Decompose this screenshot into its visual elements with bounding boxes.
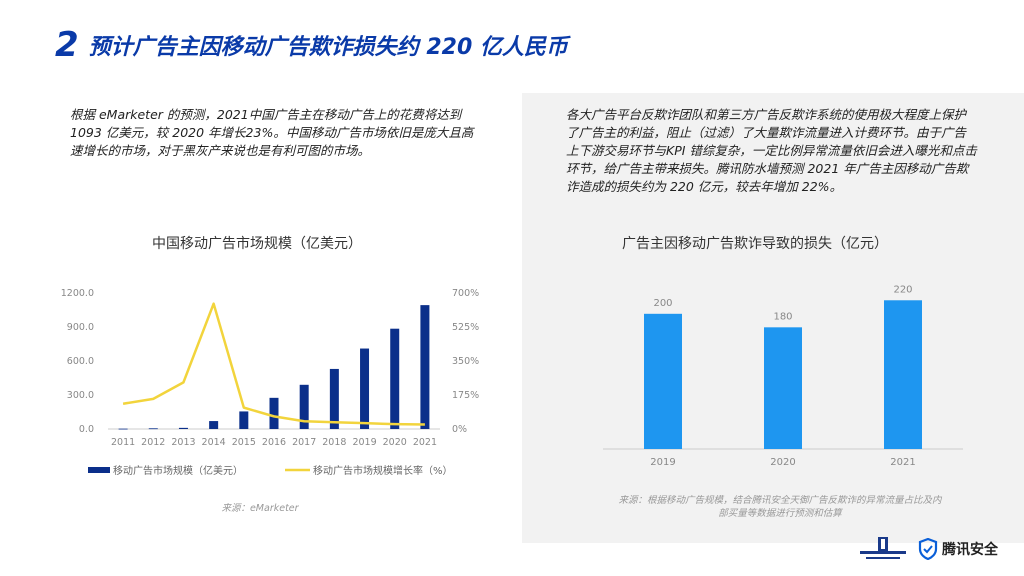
left-x-tick-label: 2018 — [322, 437, 346, 448]
market-size-bar — [209, 421, 219, 429]
fraud-loss-bar — [644, 313, 682, 449]
right-y-tick-label: 700% — [452, 288, 479, 299]
right-x-tick-label: 2021 — [890, 457, 915, 468]
fraud-loss-data-label: 220 — [893, 284, 912, 295]
left-paragraph: 根据 eMarketer 的预测，2021中国广告主在移动广告上的花费将达到 1… — [70, 107, 474, 158]
right-chart-title: 广告主因移动广告欺诈导致的损失（亿元） — [622, 236, 888, 252]
right-panel-background — [522, 93, 1024, 543]
market-size-bar — [360, 348, 370, 429]
legend-label-bar: 移动广告市场规模（亿美元） — [113, 464, 243, 477]
right-source-line-2: 部买量等数据进行预测和估算 — [718, 508, 842, 519]
left-x-tick-label: 2021 — [413, 437, 437, 448]
right-x-tick-label: 2020 — [770, 457, 795, 468]
right-source-note: 来源：根据移动广告规模，结合腾讯安全天御广告反欺诈的异常流量占比及内 部买量等数… — [580, 494, 980, 520]
section-title: 预计广告主因移动广告欺诈损失约 220 亿人民币 — [88, 35, 568, 60]
left-y-tick-label: 600.0 — [67, 356, 94, 367]
left-y-tick-label: 0.0 — [79, 424, 94, 435]
fraud-loss-bar — [764, 327, 802, 449]
market-size-bar — [148, 428, 158, 430]
left-x-tick-label: 2015 — [232, 437, 256, 448]
fraud-loss-data-label: 200 — [653, 298, 672, 309]
page-title: 2 预计广告主因移动广告欺诈损失约 220 亿人民币 — [55, 28, 568, 62]
waterproof-wall-logo — [858, 536, 908, 562]
left-y-tick-label: 300.0 — [67, 390, 94, 401]
fraud-loss-data-label: 180 — [773, 311, 792, 322]
growth-rate-line — [122, 302, 425, 426]
left-y-tick-label: 1200.0 — [61, 288, 94, 299]
legend-label-line: 移动广告市场规模增长率（%） — [313, 464, 453, 477]
brand-block: 腾讯安全 — [918, 538, 998, 560]
left-x-tick-label: 2017 — [292, 437, 316, 448]
right-y-tick-label: 175% — [452, 390, 479, 401]
left-x-tick-label: 2013 — [171, 437, 195, 448]
right-source-line-1: 来源：根据移动广告规模，结合腾讯安全天御广告反欺诈的异常流量占比及内 — [618, 495, 942, 506]
left-x-tick-label: 2019 — [352, 437, 376, 448]
market-size-bar — [420, 305, 430, 429]
market-size-bar — [118, 428, 128, 430]
market-size-bar — [329, 368, 339, 429]
left-x-tick-label: 2020 — [383, 437, 407, 448]
right-paragraph: 各大广告平台反欺诈团队和第三方广告反欺诈系统的使用极大程度上保护了广告主的利益，… — [566, 107, 977, 194]
market-size-bar — [178, 427, 188, 429]
right-x-tick-label: 2019 — [650, 457, 675, 468]
market-size-bar — [239, 411, 249, 429]
section-number: 2 — [55, 25, 79, 65]
left-chart-title: 中国移动广告市场规模（亿美元） — [152, 236, 362, 252]
brand-name: 腾讯安全 — [942, 542, 998, 558]
right-y-tick-label: 525% — [452, 322, 479, 333]
left-x-tick-label: 2016 — [262, 437, 286, 448]
shield-icon — [918, 538, 938, 560]
market-size-bar — [390, 328, 400, 429]
market-size-bar — [269, 397, 279, 429]
right-y-tick-label: 0% — [452, 424, 467, 435]
left-x-tick-label: 2011 — [111, 437, 135, 448]
market-size-bar — [299, 384, 309, 429]
left-y-tick-label: 900.0 — [67, 322, 94, 333]
legend-swatch-bar — [88, 467, 110, 473]
left-x-tick-label: 2014 — [202, 437, 226, 448]
fraud-loss-bar — [884, 300, 922, 449]
left-source-note: 来源：eMarketer — [221, 503, 299, 514]
right-y-tick-label: 350% — [452, 356, 479, 367]
left-x-tick-label: 2012 — [141, 437, 165, 448]
